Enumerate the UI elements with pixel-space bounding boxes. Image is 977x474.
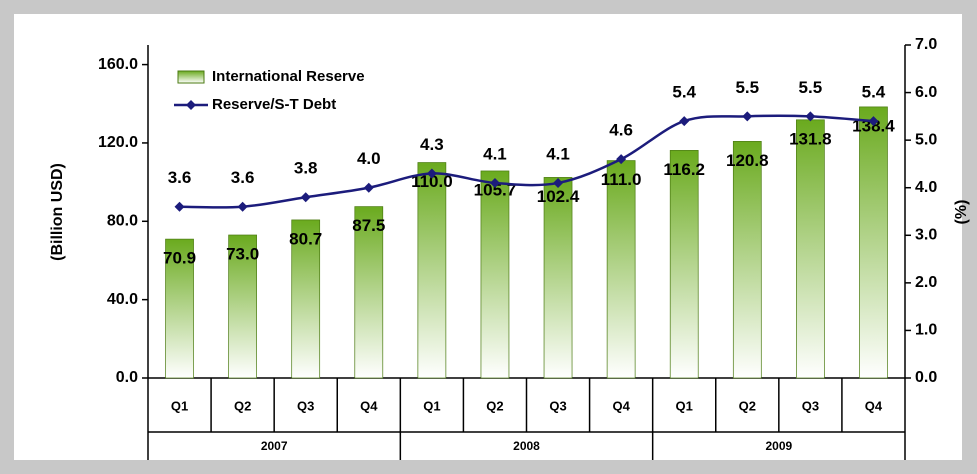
bar-value-label: 73.0 bbox=[226, 244, 259, 263]
bar bbox=[291, 219, 321, 379]
line-value-label: 4.1 bbox=[483, 144, 507, 163]
line-value-label: 5.5 bbox=[735, 78, 759, 97]
line-marker bbox=[426, 168, 437, 179]
bar-value-label: 120.8 bbox=[726, 151, 769, 170]
x-tick-label: Q2 bbox=[486, 398, 503, 413]
line-marker bbox=[363, 182, 374, 193]
bar-value-label: 70.9 bbox=[163, 249, 196, 268]
legend-label: Reserve/S-T Debt bbox=[212, 96, 336, 113]
y2-tick-label: 1.0 bbox=[915, 322, 937, 339]
y-tick-label: 160.0 bbox=[98, 56, 138, 73]
line-marker bbox=[679, 116, 690, 127]
line-marker bbox=[616, 154, 627, 165]
y2-tick-label: 7.0 bbox=[915, 36, 937, 53]
group-label: 2007 bbox=[261, 439, 288, 453]
x-tick-label: Q3 bbox=[549, 398, 566, 413]
bar-value-label: 87.5 bbox=[352, 216, 385, 235]
bar bbox=[165, 238, 194, 379]
x-tick-label: Q1 bbox=[676, 398, 693, 413]
bar bbox=[354, 206, 384, 379]
line-value-label: 5.5 bbox=[799, 78, 823, 97]
line-value-label: 4.6 bbox=[609, 121, 633, 140]
line-marker bbox=[868, 116, 879, 127]
y2-axis-title: (%) bbox=[953, 200, 970, 225]
bar bbox=[606, 160, 636, 379]
group-label: 2009 bbox=[765, 439, 792, 453]
y2-tick-label: 4.0 bbox=[915, 179, 937, 196]
line-marker bbox=[174, 201, 185, 212]
line-value-label: 4.1 bbox=[546, 144, 570, 163]
x-tick-label: Q1 bbox=[423, 398, 440, 413]
x-tick-label: Q4 bbox=[612, 398, 630, 413]
y-tick-label: 120.0 bbox=[98, 134, 138, 151]
line-value-label: 5.4 bbox=[672, 83, 696, 102]
bar-value-label: 111.0 bbox=[601, 170, 642, 189]
x-tick-label: Q4 bbox=[865, 398, 883, 413]
line-value-label: 3.6 bbox=[231, 168, 255, 187]
bar bbox=[859, 106, 888, 379]
y2-tick-label: 6.0 bbox=[915, 84, 937, 101]
bar bbox=[669, 150, 699, 379]
line-marker bbox=[237, 201, 248, 212]
line-marker bbox=[553, 177, 564, 188]
line-marker bbox=[300, 192, 311, 203]
bar-value-label: 102.4 bbox=[537, 187, 580, 206]
legend-marker bbox=[186, 100, 196, 110]
line-value-label: 4.0 bbox=[357, 149, 381, 168]
y-tick-label: 0.0 bbox=[116, 369, 138, 386]
line-marker bbox=[489, 177, 500, 188]
legend-swatch bbox=[177, 70, 205, 84]
legend-label: International Reserve bbox=[212, 68, 365, 85]
x-tick-label: Q1 bbox=[171, 398, 188, 413]
line-value-label: 3.6 bbox=[168, 168, 192, 187]
line-value-label: 4.3 bbox=[420, 135, 444, 154]
x-tick-label: Q2 bbox=[234, 398, 251, 413]
y2-tick-label: 5.0 bbox=[915, 131, 937, 148]
group-label: 2008 bbox=[513, 439, 540, 453]
y2-tick-label: 0.0 bbox=[915, 369, 937, 386]
y-tick-label: 40.0 bbox=[107, 291, 138, 308]
bar-value-label: 116.2 bbox=[663, 160, 705, 179]
bar bbox=[228, 234, 257, 379]
y-axis-title: (Billion USD) bbox=[49, 163, 66, 261]
line-marker bbox=[805, 111, 816, 122]
x-tick-label: Q3 bbox=[297, 398, 314, 413]
x-tick-label: Q2 bbox=[739, 398, 756, 413]
bar bbox=[796, 119, 825, 379]
line-value-label: 3.8 bbox=[294, 159, 318, 178]
y2-tick-label: 3.0 bbox=[915, 227, 937, 244]
x-tick-label: Q3 bbox=[802, 398, 819, 413]
line-value-label: 5.4 bbox=[862, 83, 886, 102]
bar-value-label: 80.7 bbox=[289, 229, 322, 248]
line-marker bbox=[742, 111, 753, 122]
y-tick-label: 80.0 bbox=[107, 213, 138, 230]
bar-value-label: 131.8 bbox=[789, 129, 832, 148]
bar-value-label: 105.7 bbox=[474, 180, 517, 199]
bar bbox=[417, 162, 447, 379]
y2-tick-label: 2.0 bbox=[915, 274, 937, 291]
x-tick-label: Q4 bbox=[360, 398, 378, 413]
bar bbox=[480, 170, 510, 379]
bar-value-label: 110.0 bbox=[411, 172, 453, 191]
bar bbox=[543, 177, 573, 379]
bar bbox=[732, 141, 762, 379]
